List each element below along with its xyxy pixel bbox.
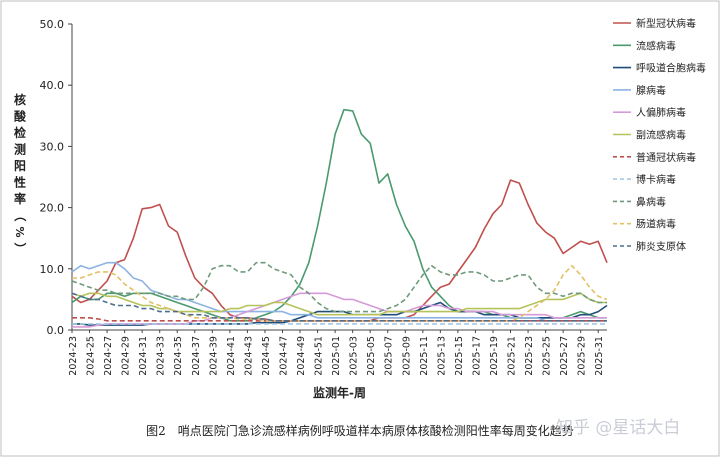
- y-axis-title-char: 检: [14, 125, 26, 140]
- x-tick-label: 2024-23: [68, 336, 79, 376]
- x-tick-label: 2025-21: [507, 336, 518, 376]
- x-tick-label: 2025-29: [577, 336, 588, 376]
- y-tick-label: 20.0: [40, 202, 65, 215]
- y-axis-title-char: 率: [14, 191, 26, 206]
- series-line: [71, 292, 607, 316]
- x-tick-label: 2024-37: [191, 336, 202, 376]
- x-tick-label: 2025-27: [559, 336, 570, 376]
- figure-caption: 图2 哨点医院门急诊流感样病例呼吸道样本病原体核酸检测阳性率每周变化趋势: [146, 424, 574, 438]
- x-tick-label: 2024-43: [243, 336, 254, 376]
- series-line: [71, 292, 607, 322]
- x-tick-label: 2025-09: [401, 336, 412, 376]
- x-tick-label: 2024-41: [226, 336, 237, 376]
- x-tick-label: 2024-25: [86, 336, 97, 376]
- x-tick-label: 2024-33: [156, 336, 167, 376]
- legend-label: 肺炎支原体: [636, 241, 686, 253]
- y-axis-title-char: 性: [13, 175, 26, 190]
- y-tick-label: 0.0: [47, 324, 65, 337]
- legend-label: 流感病毒: [636, 39, 676, 52]
- x-tick-label: 2025-11: [419, 336, 430, 376]
- x-tick-label: 2025-25: [542, 336, 553, 376]
- x-axis-title: 监测年-周: [313, 385, 366, 400]
- x-tick-label: 2025-01: [331, 336, 342, 376]
- x-tick-label: 2024-27: [103, 336, 114, 376]
- watermark: 知乎 @星话大白: [556, 418, 681, 438]
- x-tick-label: 2025-15: [454, 336, 465, 376]
- x-tick-label: 2024-49: [296, 336, 307, 376]
- series-line: [71, 261, 607, 313]
- y-axis-title-char: %: [13, 226, 26, 237]
- y-axis-title-char: 测: [14, 142, 26, 157]
- x-tick-label: 2025-05: [366, 336, 377, 376]
- x-tick-label: 2025-07: [384, 336, 395, 376]
- y-tick-label: 30.0: [40, 140, 65, 153]
- y-tick-label: 50.0: [40, 18, 65, 31]
- x-tick-label: 2025-17: [471, 336, 482, 376]
- y-axis-title-char: 酸: [14, 109, 27, 124]
- legend-label: 人偏肺病毒: [636, 106, 686, 119]
- y-axis-title-char: 核: [14, 92, 26, 107]
- x-tick-label: 2025-03: [349, 336, 360, 376]
- legend-label: 新型冠状病毒: [636, 17, 696, 30]
- y-axis-title-char: （: [13, 209, 28, 221]
- x-tick-label: 2025-31: [594, 336, 605, 376]
- x-tick-label: 2024-35: [173, 336, 184, 376]
- x-tick-label: 2024-47: [278, 336, 289, 376]
- x-tick-label: 2024-29: [121, 336, 132, 376]
- y-axis-title-char: ）: [13, 242, 28, 254]
- legend-label: 呼吸道合胞病毒: [636, 62, 706, 75]
- legend-label: 普通冠状病毒: [636, 151, 696, 164]
- legend-label: 鼻病毒: [636, 195, 666, 208]
- x-tick-label: 2025-13: [436, 336, 447, 376]
- x-tick-label: 2024-39: [208, 336, 219, 376]
- x-tick-label: 2024-51: [314, 336, 325, 376]
- x-tick-label: 2024-45: [261, 336, 272, 376]
- x-tick-label: 2024-31: [138, 336, 149, 376]
- x-tick-label: 2025-19: [489, 336, 500, 376]
- legend-label: 博卡病毒: [636, 173, 676, 186]
- y-tick-label: 10.0: [40, 263, 65, 276]
- legend-label: 肠道病毒: [636, 218, 676, 231]
- y-tick-label: 40.0: [40, 79, 65, 92]
- x-tick-label: 2025-23: [524, 336, 535, 376]
- legend-label: 副流感病毒: [636, 129, 686, 142]
- series-line: [72, 264, 608, 322]
- legend-label: 腺病毒: [636, 84, 666, 97]
- y-axis-title-char: 阳: [14, 158, 26, 173]
